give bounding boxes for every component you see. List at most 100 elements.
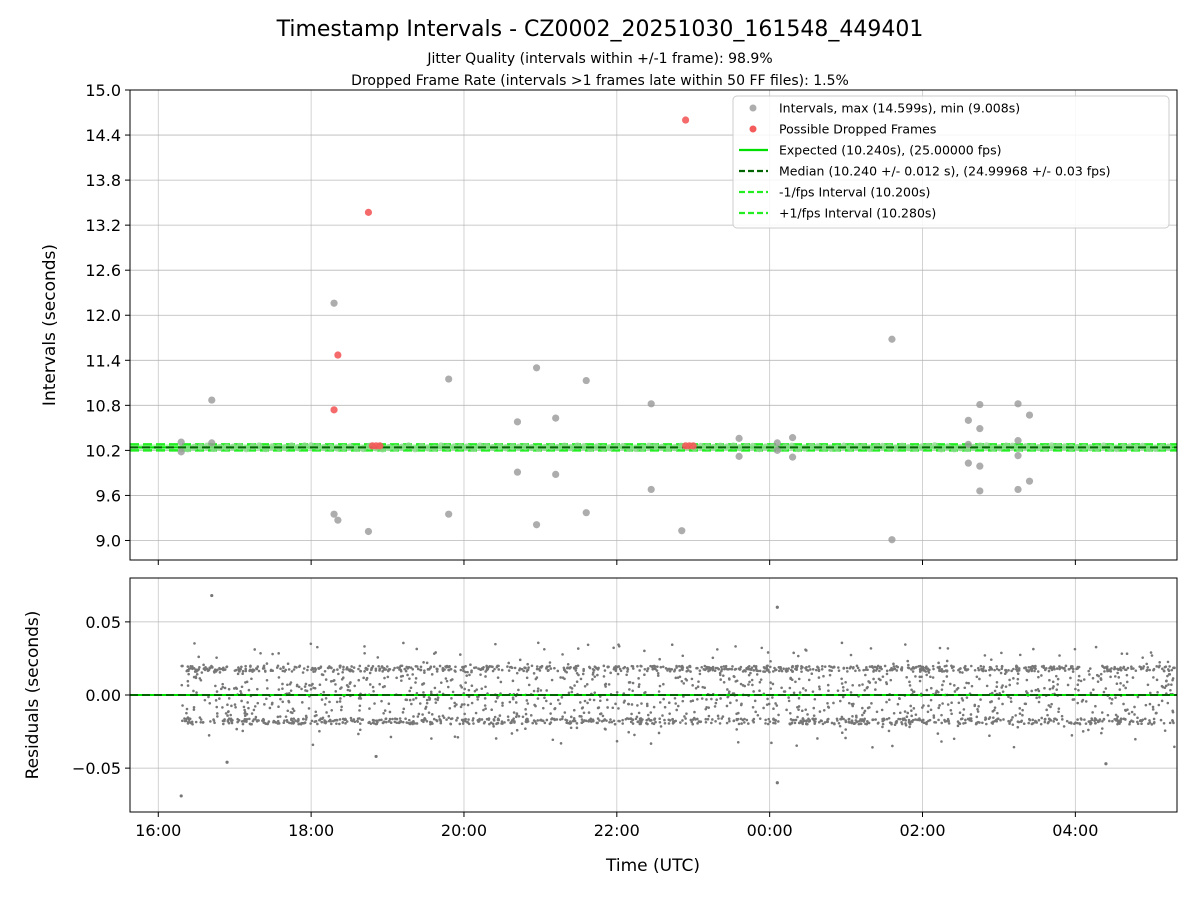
residual-point	[919, 669, 922, 673]
residual-point	[662, 682, 665, 686]
legend-label: Median (10.240 +/- 0.012 s), (24.99968 +…	[779, 164, 1110, 179]
residual-point	[234, 686, 238, 690]
residual-point	[286, 662, 290, 666]
residual-point	[870, 702, 873, 705]
residual-point	[950, 712, 953, 716]
residual-point	[908, 721, 912, 725]
residual-point	[459, 653, 462, 656]
interval-point	[735, 434, 743, 442]
residual-point	[340, 677, 344, 681]
residual-point	[945, 659, 949, 663]
residual-point	[866, 706, 870, 710]
residual-point	[943, 720, 947, 723]
residual-point	[358, 704, 362, 708]
residual-point	[545, 666, 548, 669]
residual-point	[267, 720, 271, 723]
residual-point	[212, 718, 215, 721]
residual-point	[221, 682, 224, 686]
residual-point	[1025, 678, 1029, 682]
residual-point	[1141, 667, 1145, 670]
residual-point	[287, 691, 291, 695]
residual-point	[1063, 666, 1066, 670]
residual-point	[1074, 687, 1077, 691]
residual-point	[1076, 718, 1079, 721]
residual-point	[412, 698, 415, 701]
residual-point	[718, 722, 722, 725]
residual-point	[476, 695, 479, 699]
residual-point	[265, 697, 268, 701]
interval-band-point	[560, 442, 569, 450]
residual-point	[649, 711, 653, 714]
residual-point	[858, 684, 861, 687]
residual-point	[193, 642, 196, 645]
residual-point	[1122, 684, 1125, 687]
residual-point	[225, 665, 229, 668]
residual-point	[1103, 670, 1106, 673]
residual-point	[711, 656, 715, 660]
residual-point	[1060, 666, 1064, 669]
residual-point	[654, 720, 657, 724]
residual-point	[459, 668, 463, 672]
residual-point	[657, 690, 661, 693]
residual-point	[588, 666, 592, 670]
residual-point	[814, 717, 817, 721]
residual-point	[609, 718, 612, 721]
residual-point	[707, 706, 710, 709]
y-tick-label: 0.05	[85, 613, 121, 632]
residual-point	[749, 668, 753, 671]
residual-point	[499, 680, 503, 684]
residual-point	[271, 701, 274, 705]
residual-point	[1015, 665, 1018, 669]
residual-point	[216, 668, 219, 672]
residual-point	[591, 673, 595, 676]
interval-band-point	[1119, 443, 1127, 451]
residual-point	[341, 721, 345, 724]
residual-point	[419, 665, 423, 669]
residual-point	[617, 707, 620, 710]
residual-point	[813, 722, 817, 725]
residual-point	[380, 665, 384, 668]
residual-point	[758, 689, 761, 693]
residual-point	[598, 719, 601, 722]
residual-point	[1136, 716, 1139, 720]
residual-point	[946, 647, 950, 650]
residual-point	[303, 685, 307, 688]
residual-point	[745, 666, 748, 670]
residual-point	[484, 670, 487, 673]
residual-point	[949, 708, 953, 712]
residual-point	[205, 667, 209, 671]
interval-point	[976, 400, 984, 409]
residual-point	[464, 719, 467, 723]
residual-point	[214, 684, 217, 688]
residual-point	[881, 725, 884, 729]
y-tick-label: 15.0	[85, 81, 121, 100]
residual-point	[910, 688, 913, 692]
residual-point	[253, 648, 256, 651]
residual-point	[940, 713, 943, 717]
residual-point	[735, 699, 738, 702]
residual-point	[1018, 653, 1022, 657]
residual-point	[630, 712, 633, 716]
residual-point	[1088, 673, 1091, 676]
residual-point	[1004, 685, 1008, 688]
residual-point	[1134, 669, 1138, 672]
residual-point	[437, 715, 441, 718]
residual-point	[882, 717, 886, 721]
residual-point	[591, 678, 594, 681]
residual-outlier-point	[374, 754, 378, 759]
residual-point	[534, 722, 538, 725]
residual-point	[389, 735, 393, 739]
residual-point	[358, 664, 362, 668]
residual-point	[663, 705, 667, 709]
interval-band-point	[950, 445, 958, 453]
residual-point	[327, 719, 331, 723]
residual-point	[329, 680, 333, 683]
residual-point	[838, 724, 842, 728]
residual-point	[339, 708, 343, 712]
residual-point	[428, 698, 431, 701]
residual-point	[453, 669, 457, 672]
residual-point	[252, 668, 255, 672]
residual-point	[661, 714, 664, 717]
residual-point	[736, 741, 740, 744]
residual-point	[849, 653, 853, 657]
